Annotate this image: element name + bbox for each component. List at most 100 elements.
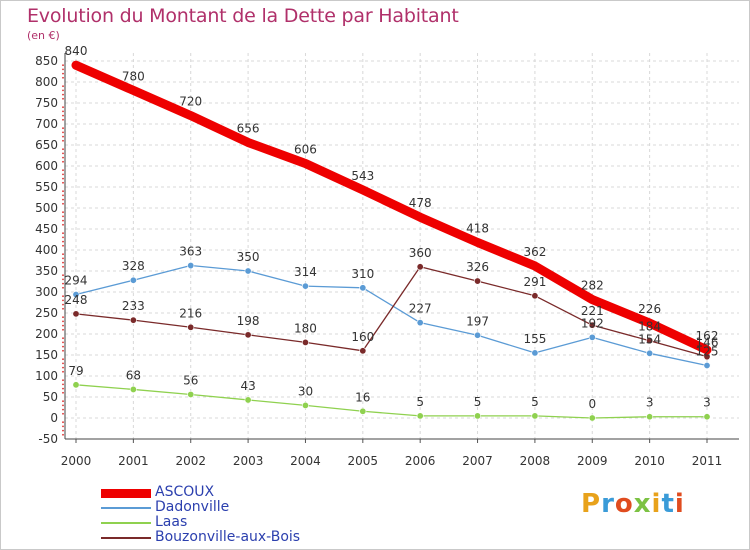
y-tick-label: 700 xyxy=(35,117,58,131)
y-minor-tick xyxy=(62,169,64,172)
data-point xyxy=(359,347,367,355)
data-label: 291 xyxy=(523,275,546,289)
legend-swatch xyxy=(101,537,151,539)
y-tick-label: 200 xyxy=(35,327,58,341)
data-label: 227 xyxy=(409,302,432,316)
data-point xyxy=(72,291,80,299)
data-point xyxy=(72,310,80,318)
data-point xyxy=(588,414,596,422)
y-tick-label: 0 xyxy=(50,411,58,425)
data-label: 543 xyxy=(351,169,374,183)
data-label: 840 xyxy=(65,44,88,58)
y-minor-tick xyxy=(62,85,64,88)
data-label: 79 xyxy=(68,364,83,378)
data-label: 184 xyxy=(638,320,661,334)
y-minor-tick xyxy=(62,391,64,394)
data-label: 192 xyxy=(581,316,604,330)
data-point xyxy=(416,412,424,420)
y-tick-label: 50 xyxy=(43,390,58,404)
y-minor-tick xyxy=(62,215,64,218)
data-point xyxy=(703,361,711,369)
y-tick-label: -50 xyxy=(38,432,58,446)
y-minor-tick xyxy=(62,324,64,327)
y-tick-label: 600 xyxy=(35,159,58,173)
data-point xyxy=(416,263,424,271)
y-minor-tick xyxy=(62,160,64,163)
data-label: 363 xyxy=(179,245,202,259)
y-minor-tick xyxy=(62,421,64,424)
x-tick-label: 2006 xyxy=(405,454,436,468)
data-label: 226 xyxy=(638,302,661,316)
data-label: 5 xyxy=(474,395,482,409)
y-minor-tick xyxy=(62,429,64,432)
y-minor-tick xyxy=(62,232,64,235)
y-minor-tick xyxy=(62,244,64,247)
y-tick-label: 400 xyxy=(35,243,58,257)
x-tick-label: 2000 xyxy=(61,454,92,468)
data-label: 154 xyxy=(638,332,661,346)
y-minor-tick xyxy=(62,257,64,260)
data-label: 30 xyxy=(298,384,313,398)
y-tick-label: 850 xyxy=(35,54,58,68)
y-tick-label: 300 xyxy=(35,285,58,299)
data-point xyxy=(359,284,367,292)
y-minor-tick xyxy=(62,118,64,121)
y-minor-tick xyxy=(62,152,64,155)
data-label: 43 xyxy=(240,379,255,393)
legend-item: Dadonville xyxy=(101,499,361,516)
data-point xyxy=(244,331,252,339)
y-minor-tick xyxy=(62,286,64,289)
data-point xyxy=(301,401,309,409)
data-label: 294 xyxy=(65,274,88,288)
legend-label: Dadonville xyxy=(155,499,230,515)
chart-unit-label: (en €) xyxy=(27,29,60,42)
y-minor-tick xyxy=(62,341,64,344)
y-minor-tick xyxy=(62,135,64,138)
data-label: 314 xyxy=(294,265,317,279)
y-minor-tick xyxy=(62,433,64,436)
data-point xyxy=(646,349,654,357)
data-point xyxy=(531,412,539,420)
y-tick-label: 500 xyxy=(35,201,58,215)
y-minor-tick xyxy=(62,181,64,184)
data-label: 68 xyxy=(126,368,141,382)
legend-label: Laas xyxy=(155,514,188,530)
y-minor-tick xyxy=(62,156,64,159)
y-minor-tick xyxy=(62,358,64,361)
data-point xyxy=(72,381,80,389)
data-label: 180 xyxy=(294,321,317,335)
data-point xyxy=(588,321,596,329)
y-minor-tick xyxy=(62,295,64,298)
y-minor-tick xyxy=(62,93,64,96)
y-minor-tick xyxy=(62,194,64,197)
chart-title: Evolution du Montant de la Dette par Hab… xyxy=(27,5,459,27)
data-point xyxy=(129,316,137,324)
data-point xyxy=(187,262,195,270)
y-minor-tick xyxy=(62,345,64,348)
y-minor-tick xyxy=(62,366,64,369)
y-minor-tick xyxy=(62,282,64,285)
y-minor-tick xyxy=(62,106,64,109)
y-minor-tick xyxy=(62,240,64,243)
data-label: 282 xyxy=(581,279,604,293)
x-tick-label: 2008 xyxy=(520,454,551,468)
data-label: 221 xyxy=(581,304,604,318)
data-point xyxy=(531,349,539,357)
legend-swatch xyxy=(101,488,151,498)
y-minor-tick xyxy=(62,349,64,352)
y-tick-label: 650 xyxy=(35,138,58,152)
y-minor-tick xyxy=(62,383,64,386)
legend-label: ASCOUX xyxy=(155,484,215,500)
y-minor-tick xyxy=(62,223,64,226)
data-label: 3 xyxy=(703,396,711,410)
data-point xyxy=(359,407,367,415)
y-minor-tick xyxy=(62,97,64,100)
series-line-bouzonville-aux-bois xyxy=(75,266,708,358)
legend-swatch xyxy=(101,522,151,524)
x-tick-label: 2010 xyxy=(634,454,665,468)
y-minor-tick xyxy=(62,387,64,390)
y-minor-tick xyxy=(62,211,64,214)
y-minor-tick xyxy=(62,303,64,306)
data-point xyxy=(416,319,424,327)
